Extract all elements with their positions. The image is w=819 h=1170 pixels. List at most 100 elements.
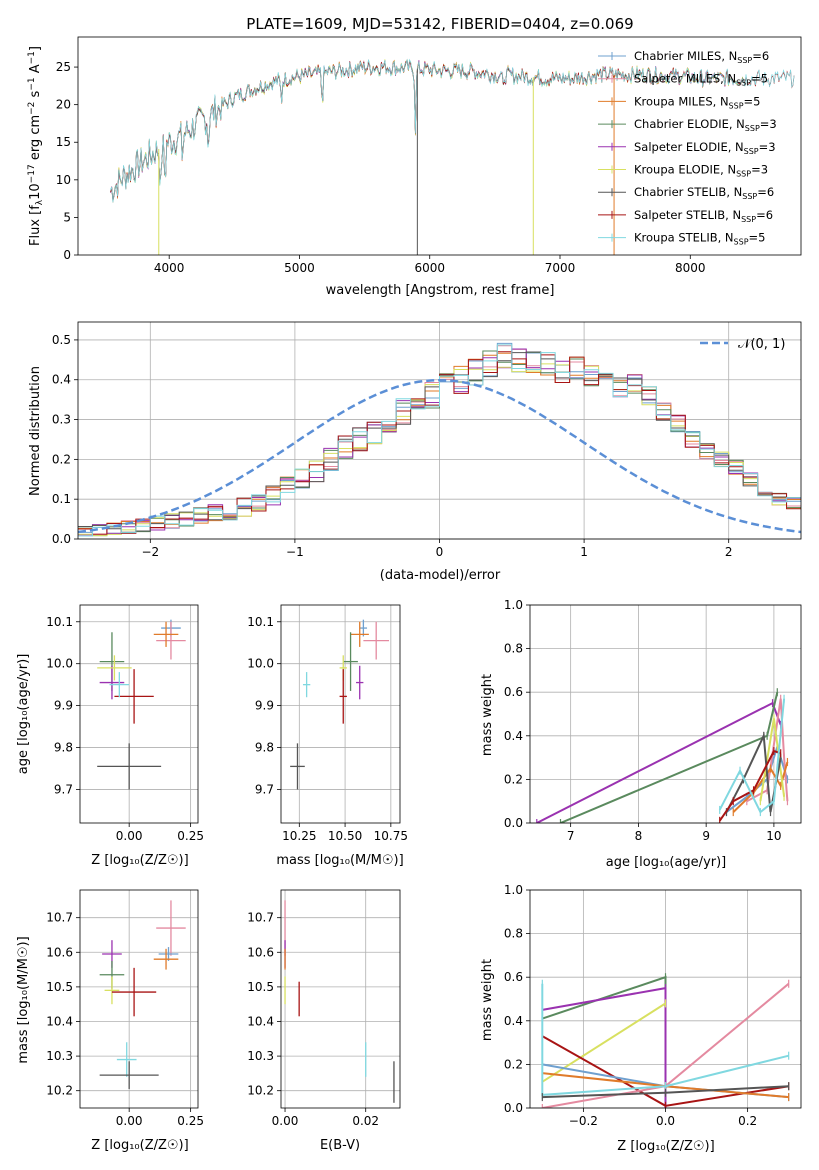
legend-subscript: SSP bbox=[744, 147, 759, 156]
x-tick-label: 0.25 bbox=[177, 1114, 204, 1128]
x-tick-label: 8000 bbox=[675, 261, 706, 275]
legend-subscript: SSP bbox=[736, 170, 751, 179]
age-vs-mass-panel: mass [log₁₀(M/M☉)] 10.25 10.50 10.75 9.7 9.8… bbox=[247, 604, 408, 868]
y-tick-label: 9.7 bbox=[54, 782, 73, 796]
legend-label: Salpeter ELODIE, NSSP=3 bbox=[634, 140, 776, 156]
y-tick-label: 10.5 bbox=[247, 980, 274, 994]
age-vs-metallicity-panel: Z [log₁₀(Z/Z☉)] age [log₁₀(age/yr)] 0.00… bbox=[16, 604, 204, 868]
plot-area bbox=[110, 58, 795, 255]
legend-label: Chabrier STELIB, NSSP=6 bbox=[634, 185, 774, 201]
y-tick-label: 9.7 bbox=[255, 782, 274, 796]
plot-area bbox=[536, 688, 789, 823]
legend-label: Kroupa ELODIE, NSSP=3 bbox=[634, 163, 768, 179]
residuals-xlabel: (data-model)/error bbox=[380, 568, 501, 583]
y-tick-label: 0.1 bbox=[52, 492, 71, 506]
x-tick-label: 8 bbox=[635, 829, 643, 843]
x-tick-label: 0.25 bbox=[177, 829, 204, 843]
legend-label: Chabrier MILES, NSSP=6 bbox=[634, 49, 769, 65]
legend-label: Salpeter MILES, NSSP=5 bbox=[634, 72, 768, 88]
plot-area bbox=[99, 900, 186, 1089]
x-tick-label: 10.25 bbox=[282, 829, 316, 843]
spectrum-ylabel: Flux [fλ10−17 erg cm−2 s−1 A−1] bbox=[27, 46, 45, 246]
legend-subscript: SSP bbox=[736, 79, 751, 88]
legend-text: Salpeter ELODIE, N bbox=[634, 140, 744, 154]
axes-frame bbox=[79, 889, 199, 1109]
plot-area bbox=[284, 900, 395, 1103]
normal-curve bbox=[78, 378, 801, 534]
y-tick-label: 0.4 bbox=[504, 729, 523, 743]
y-tick-label: 9.8 bbox=[255, 741, 274, 755]
legend-subscript: SSP bbox=[729, 101, 744, 110]
y-tick-label: 0.8 bbox=[504, 927, 523, 941]
y-tick-label: 0.6 bbox=[504, 685, 523, 699]
legend-tail: =3 bbox=[751, 163, 768, 177]
plot-area bbox=[78, 342, 801, 537]
massz-ylabel: mass [log₁₀(M/M☉)] bbox=[16, 936, 31, 1063]
x-tick-label: 1 bbox=[580, 545, 588, 559]
x-tick-label: 0.02 bbox=[352, 1114, 379, 1128]
y-tick-label: 10.3 bbox=[247, 1049, 274, 1063]
legend-tail: =6 bbox=[757, 185, 774, 199]
x-tick-label: −2 bbox=[141, 545, 159, 559]
agez-xlabel: Z [log₁₀(Z/Z☉)] bbox=[91, 853, 188, 868]
y-tick-label: 9.9 bbox=[54, 699, 73, 713]
spectrum-panel: PLATE=1609, MJD=53142, FIBERID=0404, z=0… bbox=[27, 15, 802, 298]
y-tick-label: 0.6 bbox=[504, 970, 523, 984]
axes-frame bbox=[280, 889, 401, 1109]
residual-histogram-kroupa-stelib bbox=[78, 344, 801, 537]
legend-tail: =6 bbox=[752, 49, 769, 63]
weight-vs-age-panel: age [log₁₀(age/yr)] mass weight 7 8 9 10 0.0… bbox=[480, 598, 802, 870]
axes-frame bbox=[77, 321, 802, 540]
y-tick-label: 9.9 bbox=[255, 699, 274, 713]
legend-tail: =3 bbox=[759, 140, 776, 154]
legend-text: Kroupa MILES, N bbox=[634, 94, 729, 108]
y-tick-label: 0.0 bbox=[52, 532, 71, 546]
y-tick-label: 9.8 bbox=[54, 741, 73, 755]
axes-frame bbox=[79, 604, 199, 824]
legend-label: Chabrier ELODIE, NSSP=3 bbox=[634, 117, 777, 133]
x-tick-label: 4000 bbox=[154, 261, 185, 275]
x-tick-label: 6000 bbox=[414, 261, 445, 275]
x-tick-label: 7000 bbox=[545, 261, 576, 275]
y-tick-label: 10.4 bbox=[46, 1014, 73, 1028]
x-tick-label: 9 bbox=[702, 829, 710, 843]
y-tick-label: 10.2 bbox=[247, 1084, 274, 1098]
plot-area bbox=[290, 619, 390, 790]
y-tick-label: 10.6 bbox=[247, 945, 274, 959]
ylabel-part: A bbox=[28, 64, 43, 77]
legend-subscript: SSP bbox=[742, 192, 757, 201]
legend-label: Salpeter STELIB, NSSP=6 bbox=[634, 208, 773, 224]
y-tick-label: 10.0 bbox=[247, 657, 274, 671]
plot-area bbox=[541, 973, 790, 1108]
legend-tail: =3 bbox=[760, 117, 777, 131]
legend-text: Kroupa STELIB, N bbox=[634, 231, 734, 245]
ylabel-part: Flux [f bbox=[28, 205, 43, 246]
mass-vs-metallicity-panel: Z [log₁₀(Z/Z☉)] mass [log₁₀(M/M☉)] 0.00 0… bbox=[16, 889, 204, 1153]
ylabel-part: −2 bbox=[27, 102, 37, 115]
y-tick-label: 0.2 bbox=[52, 452, 71, 466]
x-tick-label: 10.50 bbox=[328, 829, 362, 843]
legend-subscript: SSP bbox=[737, 56, 752, 65]
ylabel-part: −1 bbox=[27, 51, 37, 64]
y-tick-label: 0 bbox=[63, 248, 71, 262]
y-tick-label: 0.3 bbox=[52, 413, 71, 427]
spectrum-title: PLATE=1609, MJD=53142, FIBERID=0404, z=0… bbox=[246, 15, 633, 33]
weight-vs-metallicity-panel: Z [log₁₀(Z/Z☉)] mass weight −0.2 0.0 0.2 0.… bbox=[480, 883, 802, 1154]
y-tick-label: 25 bbox=[56, 60, 71, 74]
axes-frame bbox=[529, 889, 802, 1109]
x-tick-label: 0.00 bbox=[116, 1114, 143, 1128]
residuals-ylabel: Normed distribution bbox=[28, 366, 43, 496]
wage-ylabel: mass weight bbox=[480, 674, 495, 756]
y-tick-label: 10.3 bbox=[46, 1049, 73, 1063]
residuals-panel: (data-model)/error Normed distribution −… bbox=[28, 321, 802, 583]
spectrum-series-kroupa-stelib bbox=[110, 58, 795, 203]
axes-frame bbox=[529, 604, 802, 824]
axes-frame bbox=[77, 36, 802, 256]
y-tick-label: 1.0 bbox=[504, 598, 523, 612]
y-tick-label: 10.2 bbox=[46, 1084, 73, 1098]
legend-label: Kroupa MILES, NSSP=5 bbox=[634, 94, 760, 110]
x-tick-label: 0.2 bbox=[738, 1114, 757, 1128]
y-tick-label: 20 bbox=[56, 98, 71, 112]
legend-text: Salpeter MILES, N bbox=[634, 72, 736, 86]
x-tick-label: 0 bbox=[436, 545, 444, 559]
